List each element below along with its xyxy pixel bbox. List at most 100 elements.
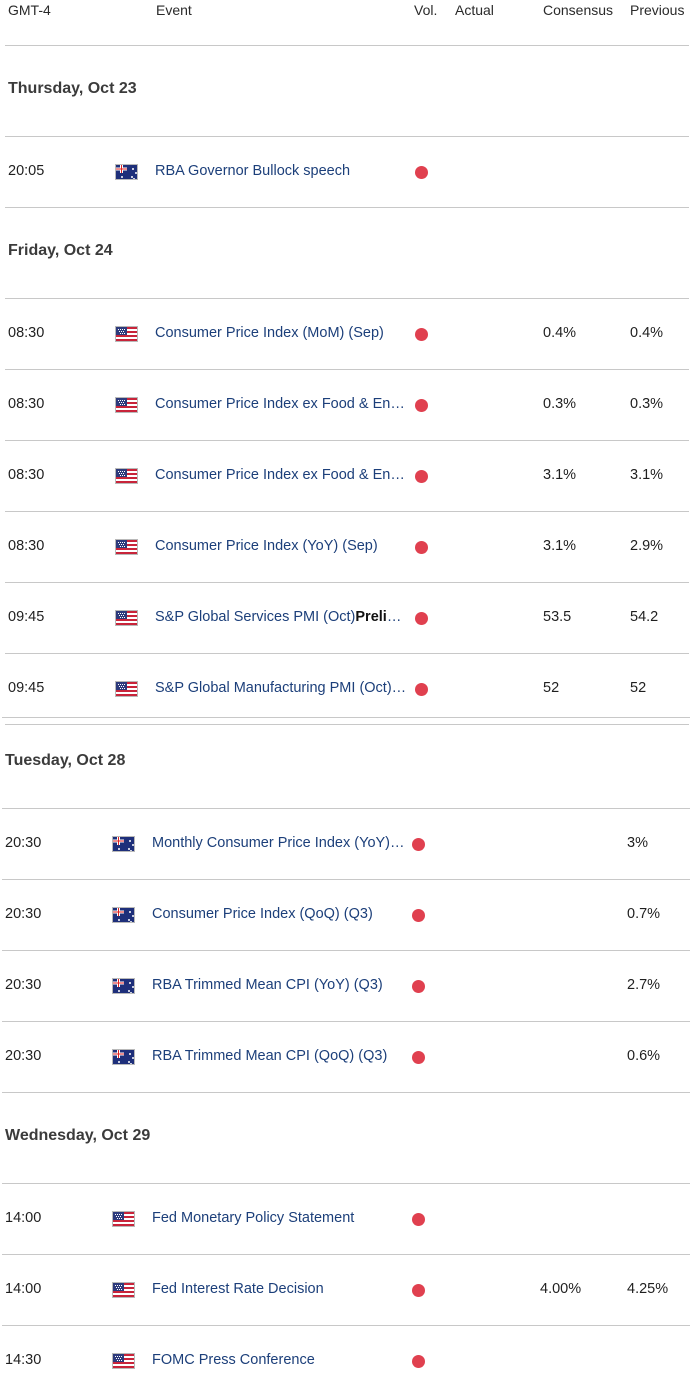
event-name[interactable]: Fed Monetary Policy Statement [152, 1210, 355, 1226]
day-heading: Thursday, Oct 23 [8, 80, 137, 97]
au-flag-icon [115, 164, 138, 180]
high-volatility-dot-icon [415, 328, 428, 341]
event-row[interactable]: 20:05 RBA Governor Bullock speech [0, 160, 692, 184]
event-time: 20:30 [5, 906, 42, 922]
high-volatility-dot-icon [415, 541, 428, 554]
consensus-value: 3.1% [543, 467, 577, 483]
event-name[interactable]: S&P Global Manufacturing PMI (Oct) Preli… [155, 680, 407, 696]
row-divider [2, 1092, 690, 1093]
event-row[interactable]: 09:45 S&P Global Services PMI (Oct)Prelim… [0, 606, 692, 630]
high-volatility-dot-icon [415, 612, 428, 625]
consensus-value: 0.4% [543, 325, 577, 341]
au-flag-icon [112, 1049, 135, 1065]
event-row[interactable]: 09:45 S&P Global Manufacturing PMI (Oct) … [0, 677, 692, 701]
au-flag-icon [112, 836, 135, 852]
event-time: 14:00 [5, 1210, 42, 1226]
event-name[interactable]: RBA Trimmed Mean CPI (QoQ) (Q3) [152, 1048, 388, 1064]
event-row[interactable]: 20:30 RBA Trimmed Mean CPI (YoY) (Q3) 2.7% [0, 974, 692, 998]
event-time: 08:30 [8, 467, 45, 483]
us-flag-icon [115, 610, 138, 626]
row-divider [2, 1325, 690, 1326]
row-divider [2, 950, 690, 951]
event-row[interactable]: 14:00 Fed Interest Rate Decision 4.00% 4.25… [0, 1278, 692, 1302]
us-flag-icon [115, 326, 138, 342]
row-divider [2, 1254, 690, 1255]
previous-value: 3% [627, 835, 648, 851]
consensus-value: 53.5 [543, 609, 572, 625]
previous-value: 0.6% [627, 1048, 661, 1064]
event-name[interactable]: Monthly Consumer Price Index (YoY) (Sep) [152, 835, 407, 851]
event-name[interactable]: Consumer Price Index (QoQ) (Q3) [152, 906, 373, 922]
event-time: 20:05 [8, 163, 45, 179]
event-name[interactable]: Consumer Price Index ex Food & Energy (Y… [155, 467, 407, 483]
previous-value: 2.9% [630, 538, 664, 554]
event-name[interactable]: RBA Governor Bullock speech [155, 163, 351, 179]
volatility-header: Vol. [414, 2, 438, 18]
event-row[interactable]: 08:30 Consumer Price Index ex Food & Ener… [0, 464, 692, 488]
event-name[interactable]: RBA Trimmed Mean CPI (YoY) (Q3) [152, 977, 383, 993]
event-time: 14:00 [5, 1281, 42, 1297]
row-divider [5, 653, 689, 654]
us-flag-icon [115, 539, 138, 555]
day-heading: Friday, Oct 24 [8, 242, 113, 259]
event-row[interactable]: 20:30 Monthly Consumer Price Index (YoY) … [0, 832, 692, 856]
high-volatility-dot-icon [412, 838, 425, 851]
event-row[interactable]: 08:30 Consumer Price Index ex Food & Ener… [0, 393, 692, 417]
event-time: 20:30 [5, 977, 42, 993]
high-volatility-dot-icon [412, 909, 425, 922]
event-time: 14:30 [5, 1352, 42, 1368]
event-name[interactable]: FOMC Press Conference [152, 1352, 315, 1368]
row-divider [5, 724, 689, 725]
previous-value: 2.7% [627, 977, 661, 993]
high-volatility-dot-icon [415, 470, 428, 483]
timezone-header: GMT-4 [8, 2, 51, 18]
consensus-value: 52 [543, 680, 560, 696]
high-volatility-dot-icon [415, 683, 428, 696]
row-divider [5, 45, 689, 46]
event-time: 20:30 [5, 835, 42, 851]
event-row[interactable]: 14:30 FOMC Press Conference [0, 1349, 692, 1373]
previous-value: 54.2 [630, 609, 659, 625]
event-name[interactable]: Fed Interest Rate Decision [152, 1281, 324, 1297]
high-volatility-dot-icon [412, 980, 425, 993]
event-row[interactable]: 08:30 Consumer Price Index (YoY) (Sep) 3.1… [0, 535, 692, 559]
previous-value: 0.3% [630, 396, 664, 412]
previous-value: 3.1% [630, 467, 664, 483]
actual-header: Actual [455, 2, 494, 18]
row-divider [2, 1183, 690, 1184]
high-volatility-dot-icon [412, 1213, 425, 1226]
event-name[interactable]: S&P Global Services PMI (Oct)Preliminary [155, 609, 407, 625]
day-heading: Tuesday, Oct 28 [5, 752, 126, 769]
event-row[interactable]: 08:30 Consumer Price Index (MoM) (Sep) 0.4… [0, 322, 692, 346]
high-volatility-dot-icon [412, 1355, 425, 1368]
us-flag-icon [115, 397, 138, 413]
high-volatility-dot-icon [415, 166, 428, 179]
consensus-header: Consensus [543, 2, 614, 18]
event-name[interactable]: Consumer Price Index (MoM) (Sep) [155, 325, 384, 341]
event-row[interactable]: 20:30 Consumer Price Index (QoQ) (Q3) 0.7% [0, 903, 692, 927]
row-divider [5, 207, 689, 208]
au-flag-icon [112, 978, 135, 994]
event-time: 20:30 [5, 1048, 42, 1064]
event-time: 08:30 [8, 325, 45, 341]
event-header: Event [156, 2, 192, 18]
row-divider [5, 582, 689, 583]
row-divider [2, 808, 690, 809]
high-volatility-dot-icon [415, 399, 428, 412]
previous-value: 0.4% [630, 325, 664, 341]
row-divider [2, 879, 690, 880]
consensus-value: 3.1% [543, 538, 577, 554]
event-row[interactable]: 14:00 Fed Monetary Policy Statement [0, 1207, 692, 1231]
event-name[interactable]: Consumer Price Index (YoY) (Sep) [155, 538, 378, 554]
event-name[interactable]: Consumer Price Index ex Food & Energy (M… [155, 396, 407, 412]
us-flag-icon [112, 1353, 135, 1369]
table-header: GMT-4 Event Vol. Actual Consensus Previo… [0, 0, 692, 22]
row-divider [5, 136, 689, 137]
high-volatility-dot-icon [412, 1051, 425, 1064]
row-divider [5, 511, 689, 512]
consensus-value: 4.00% [540, 1281, 582, 1297]
previous-value: 52 [630, 680, 647, 696]
row-divider [2, 1021, 690, 1022]
us-flag-icon [115, 468, 138, 484]
event-row[interactable]: 20:30 RBA Trimmed Mean CPI (QoQ) (Q3) 0.6% [0, 1045, 692, 1069]
